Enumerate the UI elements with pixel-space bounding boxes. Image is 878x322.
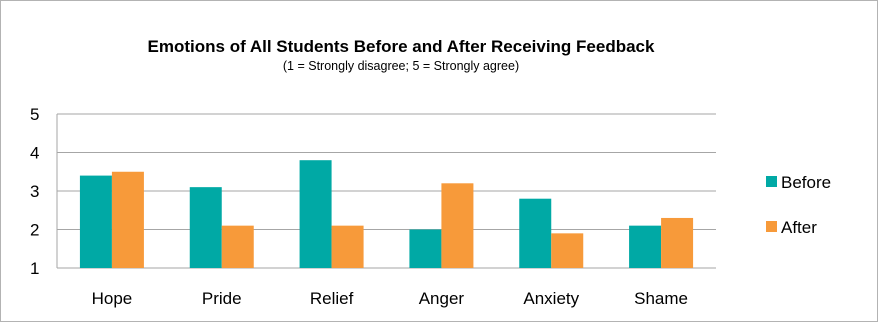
bar-after-anxiety [551, 233, 584, 268]
y-tick-label: 2 [30, 221, 39, 240]
gridlines [56, 113, 716, 269]
bar-before-pride [189, 187, 222, 268]
x-tick-label: Pride [202, 289, 242, 308]
x-tick-label: Relief [310, 289, 354, 308]
y-tick-label: 5 [30, 105, 39, 124]
x-tick-label: Anger [419, 289, 465, 308]
bar-after-pride [221, 225, 254, 268]
x-axis-ticks: Hope Pride Relief Anger Anxiety Shame [92, 289, 688, 308]
chart-title: Emotions of All Students Before and Afte… [147, 37, 655, 56]
legend-swatch-before [766, 176, 777, 187]
x-tick-label: Shame [634, 289, 688, 308]
bar-after-shame [661, 217, 694, 268]
legend: Before After [766, 173, 831, 237]
y-axis-ticks: 1 2 3 4 5 [30, 105, 39, 278]
x-tick-label: Anxiety [523, 289, 579, 308]
bar-before-relief [299, 160, 332, 268]
legend-label-after: After [781, 218, 817, 237]
bar-after-hope [111, 171, 144, 268]
y-tick-label: 4 [30, 144, 39, 163]
bar-before-anxiety [519, 198, 552, 268]
y-tick-label: 3 [30, 182, 39, 201]
legend-swatch-after [766, 221, 777, 232]
bar-after-relief [331, 225, 364, 268]
y-tick-label: 1 [30, 259, 39, 278]
bar-before-anger [409, 229, 442, 268]
legend-label-before: Before [781, 173, 831, 192]
chart-subtitle: (1 = Strongly disagree; 5 = Strongly agr… [282, 59, 520, 73]
bar-before-hope [79, 175, 112, 268]
x-tick-label: Hope [92, 289, 133, 308]
bar-after-anger [441, 183, 474, 268]
bars [79, 160, 694, 268]
bar-before-shame [629, 225, 662, 268]
